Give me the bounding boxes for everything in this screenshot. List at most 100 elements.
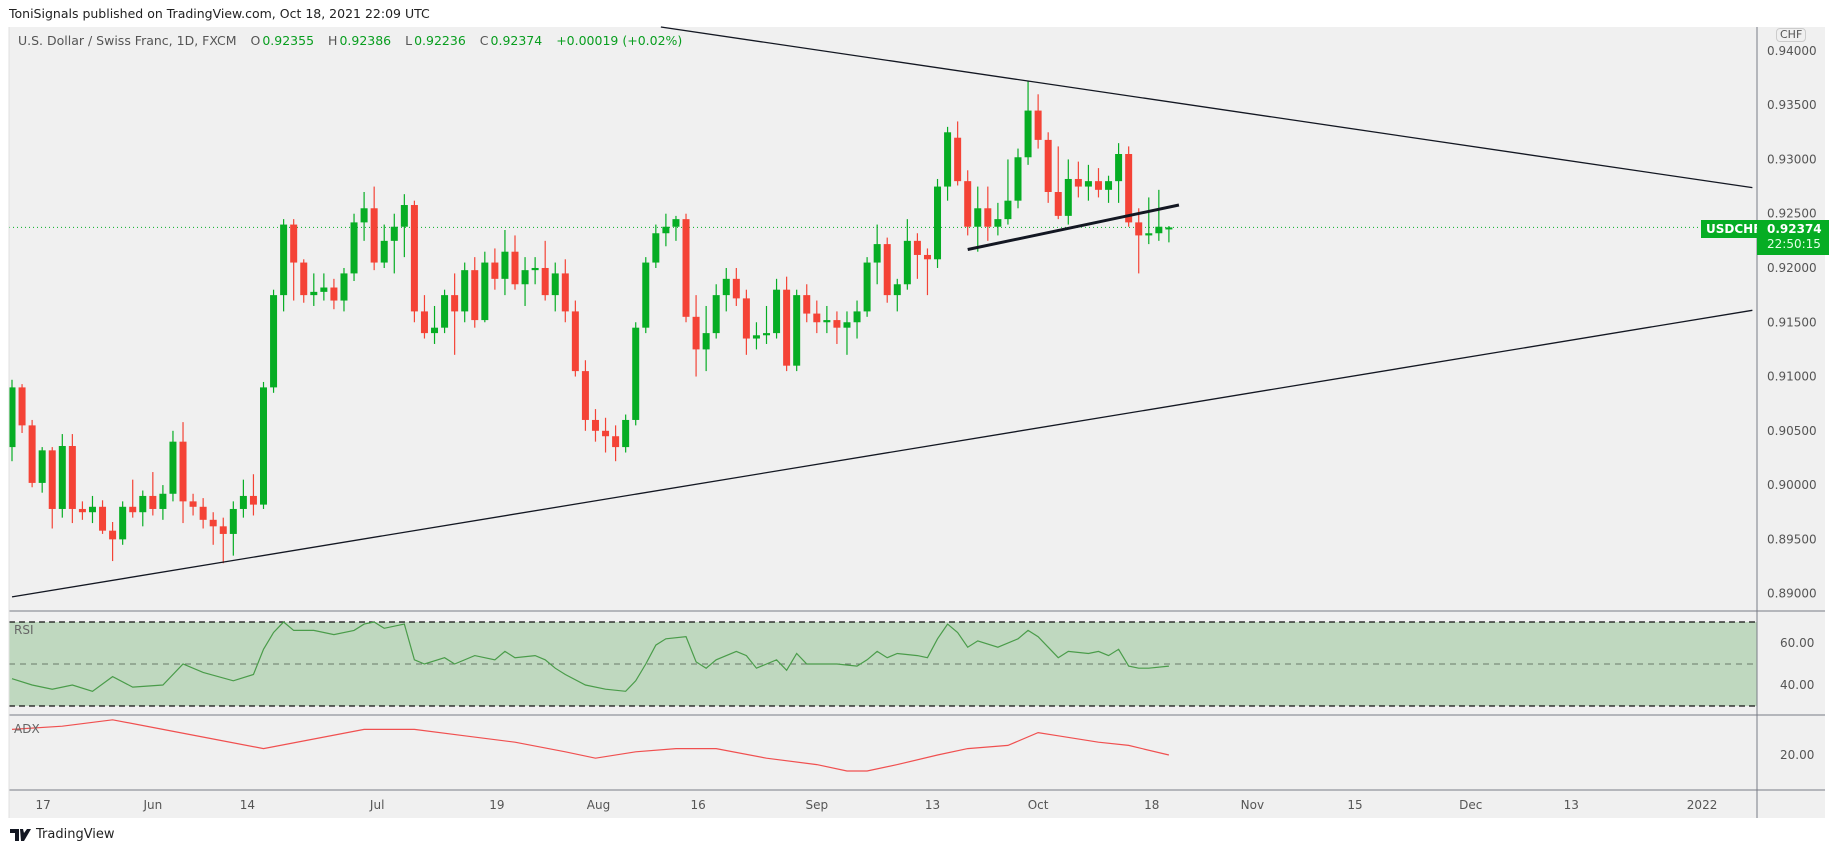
rsi-label: RSI bbox=[14, 623, 34, 637]
broken-support-line bbox=[967, 203, 1180, 251]
candle bbox=[923, 248, 931, 296]
candle bbox=[662, 213, 670, 247]
price-pane[interactable] bbox=[8, 26, 1758, 598]
candle bbox=[270, 289, 278, 393]
candle-body bbox=[410, 205, 418, 312]
candle-body bbox=[1094, 181, 1102, 190]
candle bbox=[491, 248, 499, 290]
candle-body bbox=[511, 251, 519, 285]
candle bbox=[742, 289, 750, 355]
candle-body bbox=[420, 311, 428, 334]
candle bbox=[1145, 197, 1153, 245]
candle-body bbox=[431, 327, 439, 334]
time-tick-label: Aug bbox=[587, 798, 610, 812]
candle-body bbox=[873, 244, 881, 263]
candle-body bbox=[954, 137, 962, 182]
candle-body bbox=[310, 291, 318, 296]
candle bbox=[1064, 159, 1072, 225]
symbol-legend[interactable]: U.S. Dollar / Swiss Franc, 1D, FXCM O 0.9… bbox=[18, 33, 684, 48]
close-value: 0.92374 bbox=[490, 33, 543, 48]
candle-body bbox=[1084, 181, 1092, 187]
candle-body bbox=[219, 526, 227, 534]
candle bbox=[1034, 94, 1042, 149]
candle-body bbox=[622, 419, 630, 448]
candle-body bbox=[1044, 139, 1052, 192]
candle-body bbox=[350, 222, 358, 274]
candle bbox=[139, 490, 147, 527]
candle-body bbox=[783, 289, 791, 366]
candle bbox=[994, 202, 1002, 236]
candle-body bbox=[742, 298, 750, 339]
candle bbox=[632, 322, 640, 426]
candle-body bbox=[903, 240, 911, 285]
price-tick-label: 0.92000 bbox=[1767, 261, 1817, 275]
candle-body bbox=[270, 295, 278, 388]
candle-body bbox=[78, 508, 86, 513]
candle bbox=[863, 257, 871, 317]
candle bbox=[873, 224, 881, 285]
candle bbox=[732, 267, 740, 306]
candle-body bbox=[591, 419, 599, 431]
adx-pane[interactable]: ADX bbox=[11, 719, 1170, 772]
candle-body bbox=[1105, 181, 1113, 190]
candle-body bbox=[944, 132, 952, 187]
time-tick-label: 2022 bbox=[1687, 798, 1718, 812]
low-value: 0.92236 bbox=[414, 33, 466, 48]
candle-body bbox=[360, 208, 368, 223]
candle bbox=[773, 278, 781, 339]
candle bbox=[370, 186, 378, 271]
candle-body bbox=[1074, 178, 1082, 187]
candle-body bbox=[119, 506, 127, 540]
candle bbox=[149, 472, 157, 516]
candle bbox=[8, 379, 16, 462]
candle bbox=[893, 278, 901, 312]
candle-body bbox=[58, 446, 66, 509]
candle bbox=[501, 229, 509, 296]
rsi-pane[interactable]: RSI bbox=[9, 621, 1757, 707]
currency-button[interactable]: CHF bbox=[1776, 28, 1807, 42]
candle-body bbox=[169, 441, 177, 494]
price-tick-label: 0.91500 bbox=[1767, 315, 1817, 329]
candle bbox=[340, 267, 348, 312]
candle bbox=[260, 381, 267, 509]
tradingview-logo[interactable]: TradingView bbox=[10, 827, 115, 842]
close-label: C bbox=[479, 33, 489, 48]
candle bbox=[400, 194, 408, 258]
candle-body bbox=[863, 262, 871, 312]
price-tick-label: 0.93000 bbox=[1767, 152, 1817, 166]
candle bbox=[944, 126, 952, 201]
candle bbox=[581, 360, 589, 431]
candle-body bbox=[209, 519, 217, 527]
price-tick-label: 0.92500 bbox=[1767, 207, 1817, 221]
candle bbox=[58, 434, 66, 518]
candle-body bbox=[88, 506, 96, 513]
tradingview-logo-icon bbox=[10, 828, 31, 841]
rsi-tick-60: 60.00 bbox=[1780, 636, 1814, 650]
symbol-description: U.S. Dollar / Swiss Franc, 1D, FXCM bbox=[18, 33, 237, 48]
candle-body bbox=[501, 251, 509, 279]
candle bbox=[320, 273, 328, 301]
candle-body bbox=[249, 495, 257, 505]
candle-body bbox=[48, 450, 56, 509]
candle bbox=[1094, 168, 1102, 198]
candle bbox=[229, 501, 237, 556]
adx-label: ADX bbox=[14, 722, 40, 736]
time-tick-label: 16 bbox=[690, 798, 705, 812]
candle-body bbox=[793, 295, 801, 366]
time-tick-label: 15 bbox=[1347, 798, 1362, 812]
candle-body bbox=[813, 313, 821, 323]
candle-body bbox=[461, 270, 469, 312]
candle bbox=[219, 517, 227, 564]
candle bbox=[803, 284, 811, 323]
candle-body bbox=[843, 322, 851, 328]
price-tick-label: 0.91000 bbox=[1767, 370, 1817, 384]
high-value: 0.92386 bbox=[339, 33, 392, 48]
upper-trendline bbox=[660, 26, 1753, 189]
candle-body bbox=[28, 425, 36, 483]
candle-body bbox=[390, 226, 398, 241]
candle-body bbox=[571, 311, 579, 372]
candle-body bbox=[964, 181, 972, 227]
symbol-price-label: USDCHF bbox=[1701, 220, 1767, 238]
time-tick-label: Nov bbox=[1241, 798, 1264, 812]
